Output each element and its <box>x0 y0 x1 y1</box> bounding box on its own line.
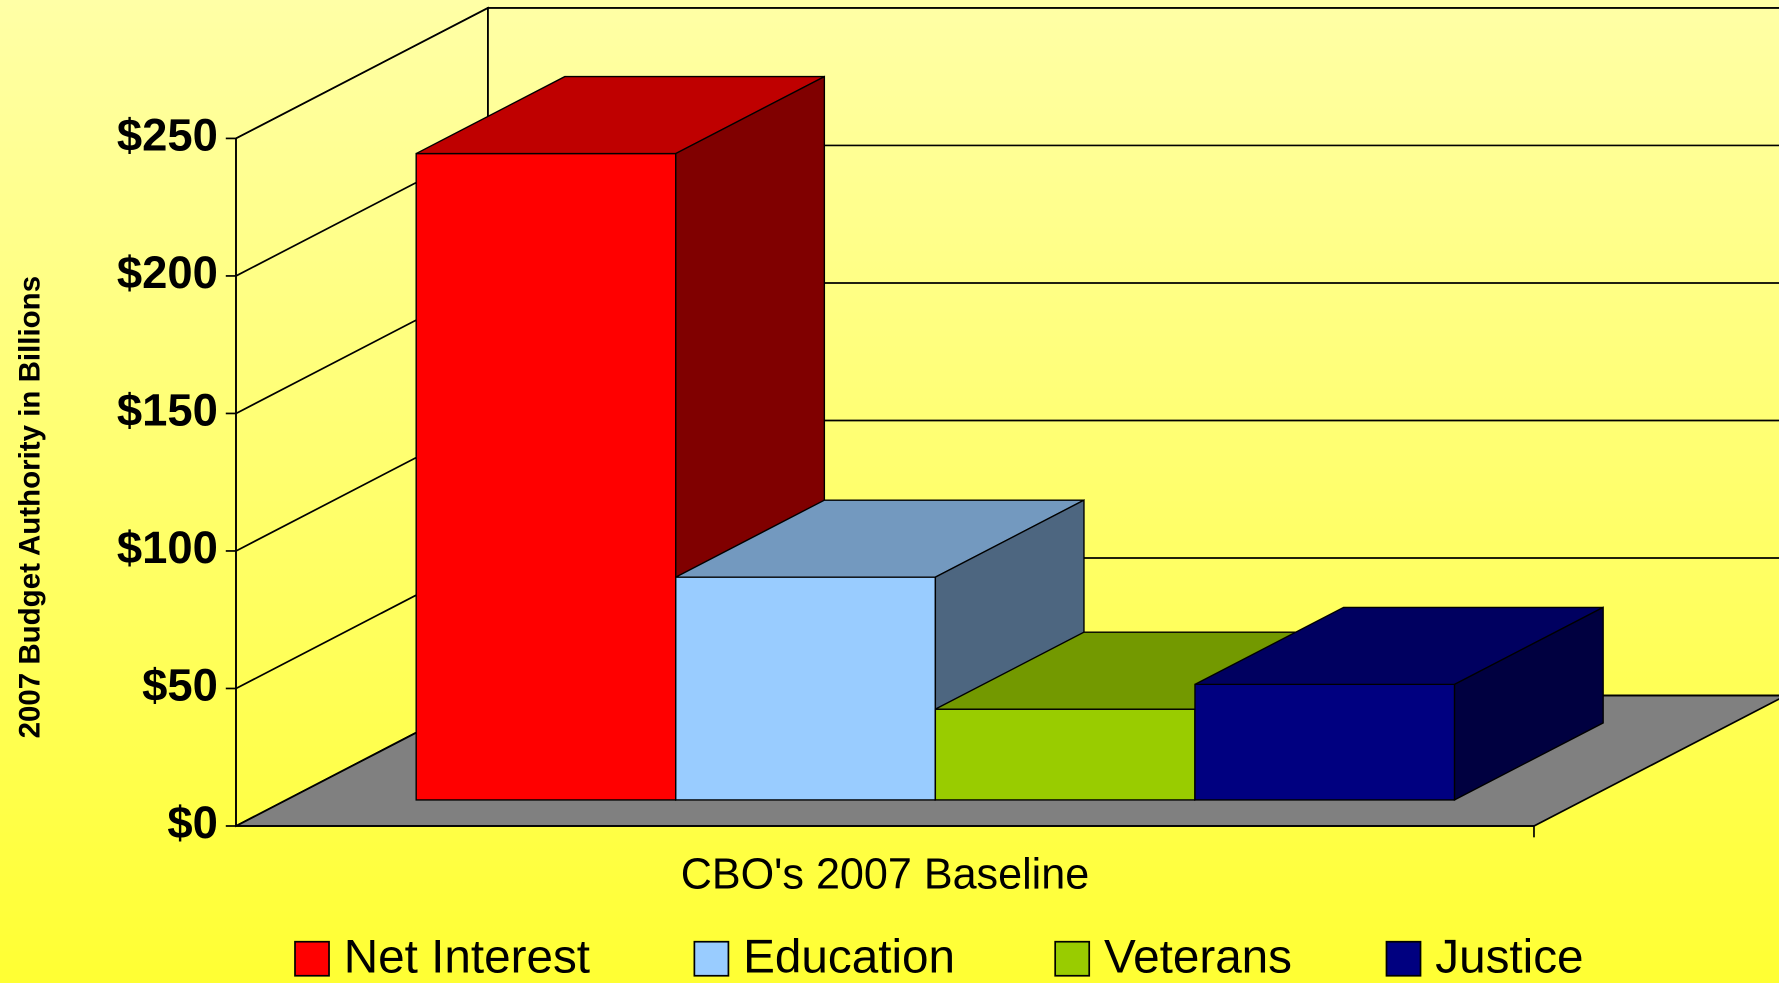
plot: $0 $50 $100 $150 $200 $250 CBO's 2007 Baseline… <box>14 6 1779 983</box>
y-axis-label: 2007 Budget Authority in Billions <box>14 276 47 739</box>
legend-swatch <box>1054 940 1091 977</box>
legend-swatch <box>693 940 730 977</box>
legend-label: Veterans <box>1104 930 1292 983</box>
y-tick-label: $250 <box>117 109 218 160</box>
bar-front <box>415 152 677 801</box>
bar-front <box>675 576 937 801</box>
grid-line <box>235 7 1779 140</box>
legend-label: Net Interest <box>344 930 590 983</box>
legend-swatch <box>1385 940 1422 977</box>
x-category-label: CBO's 2007 Baseline <box>681 850 1089 898</box>
bar-front <box>1194 683 1456 801</box>
y-tick-label: $0 <box>167 797 217 848</box>
bar-side <box>1453 606 1604 802</box>
y-tick-label: $150 <box>117 384 218 435</box>
legend-label: Education <box>743 930 955 983</box>
legend-label: Justice <box>1435 930 1583 983</box>
legend-swatch <box>294 940 330 977</box>
y-tick-label: $50 <box>142 659 218 710</box>
bar-front <box>934 708 1196 801</box>
y-tick-label: $200 <box>117 247 218 298</box>
y-tick-label: $100 <box>117 522 218 573</box>
